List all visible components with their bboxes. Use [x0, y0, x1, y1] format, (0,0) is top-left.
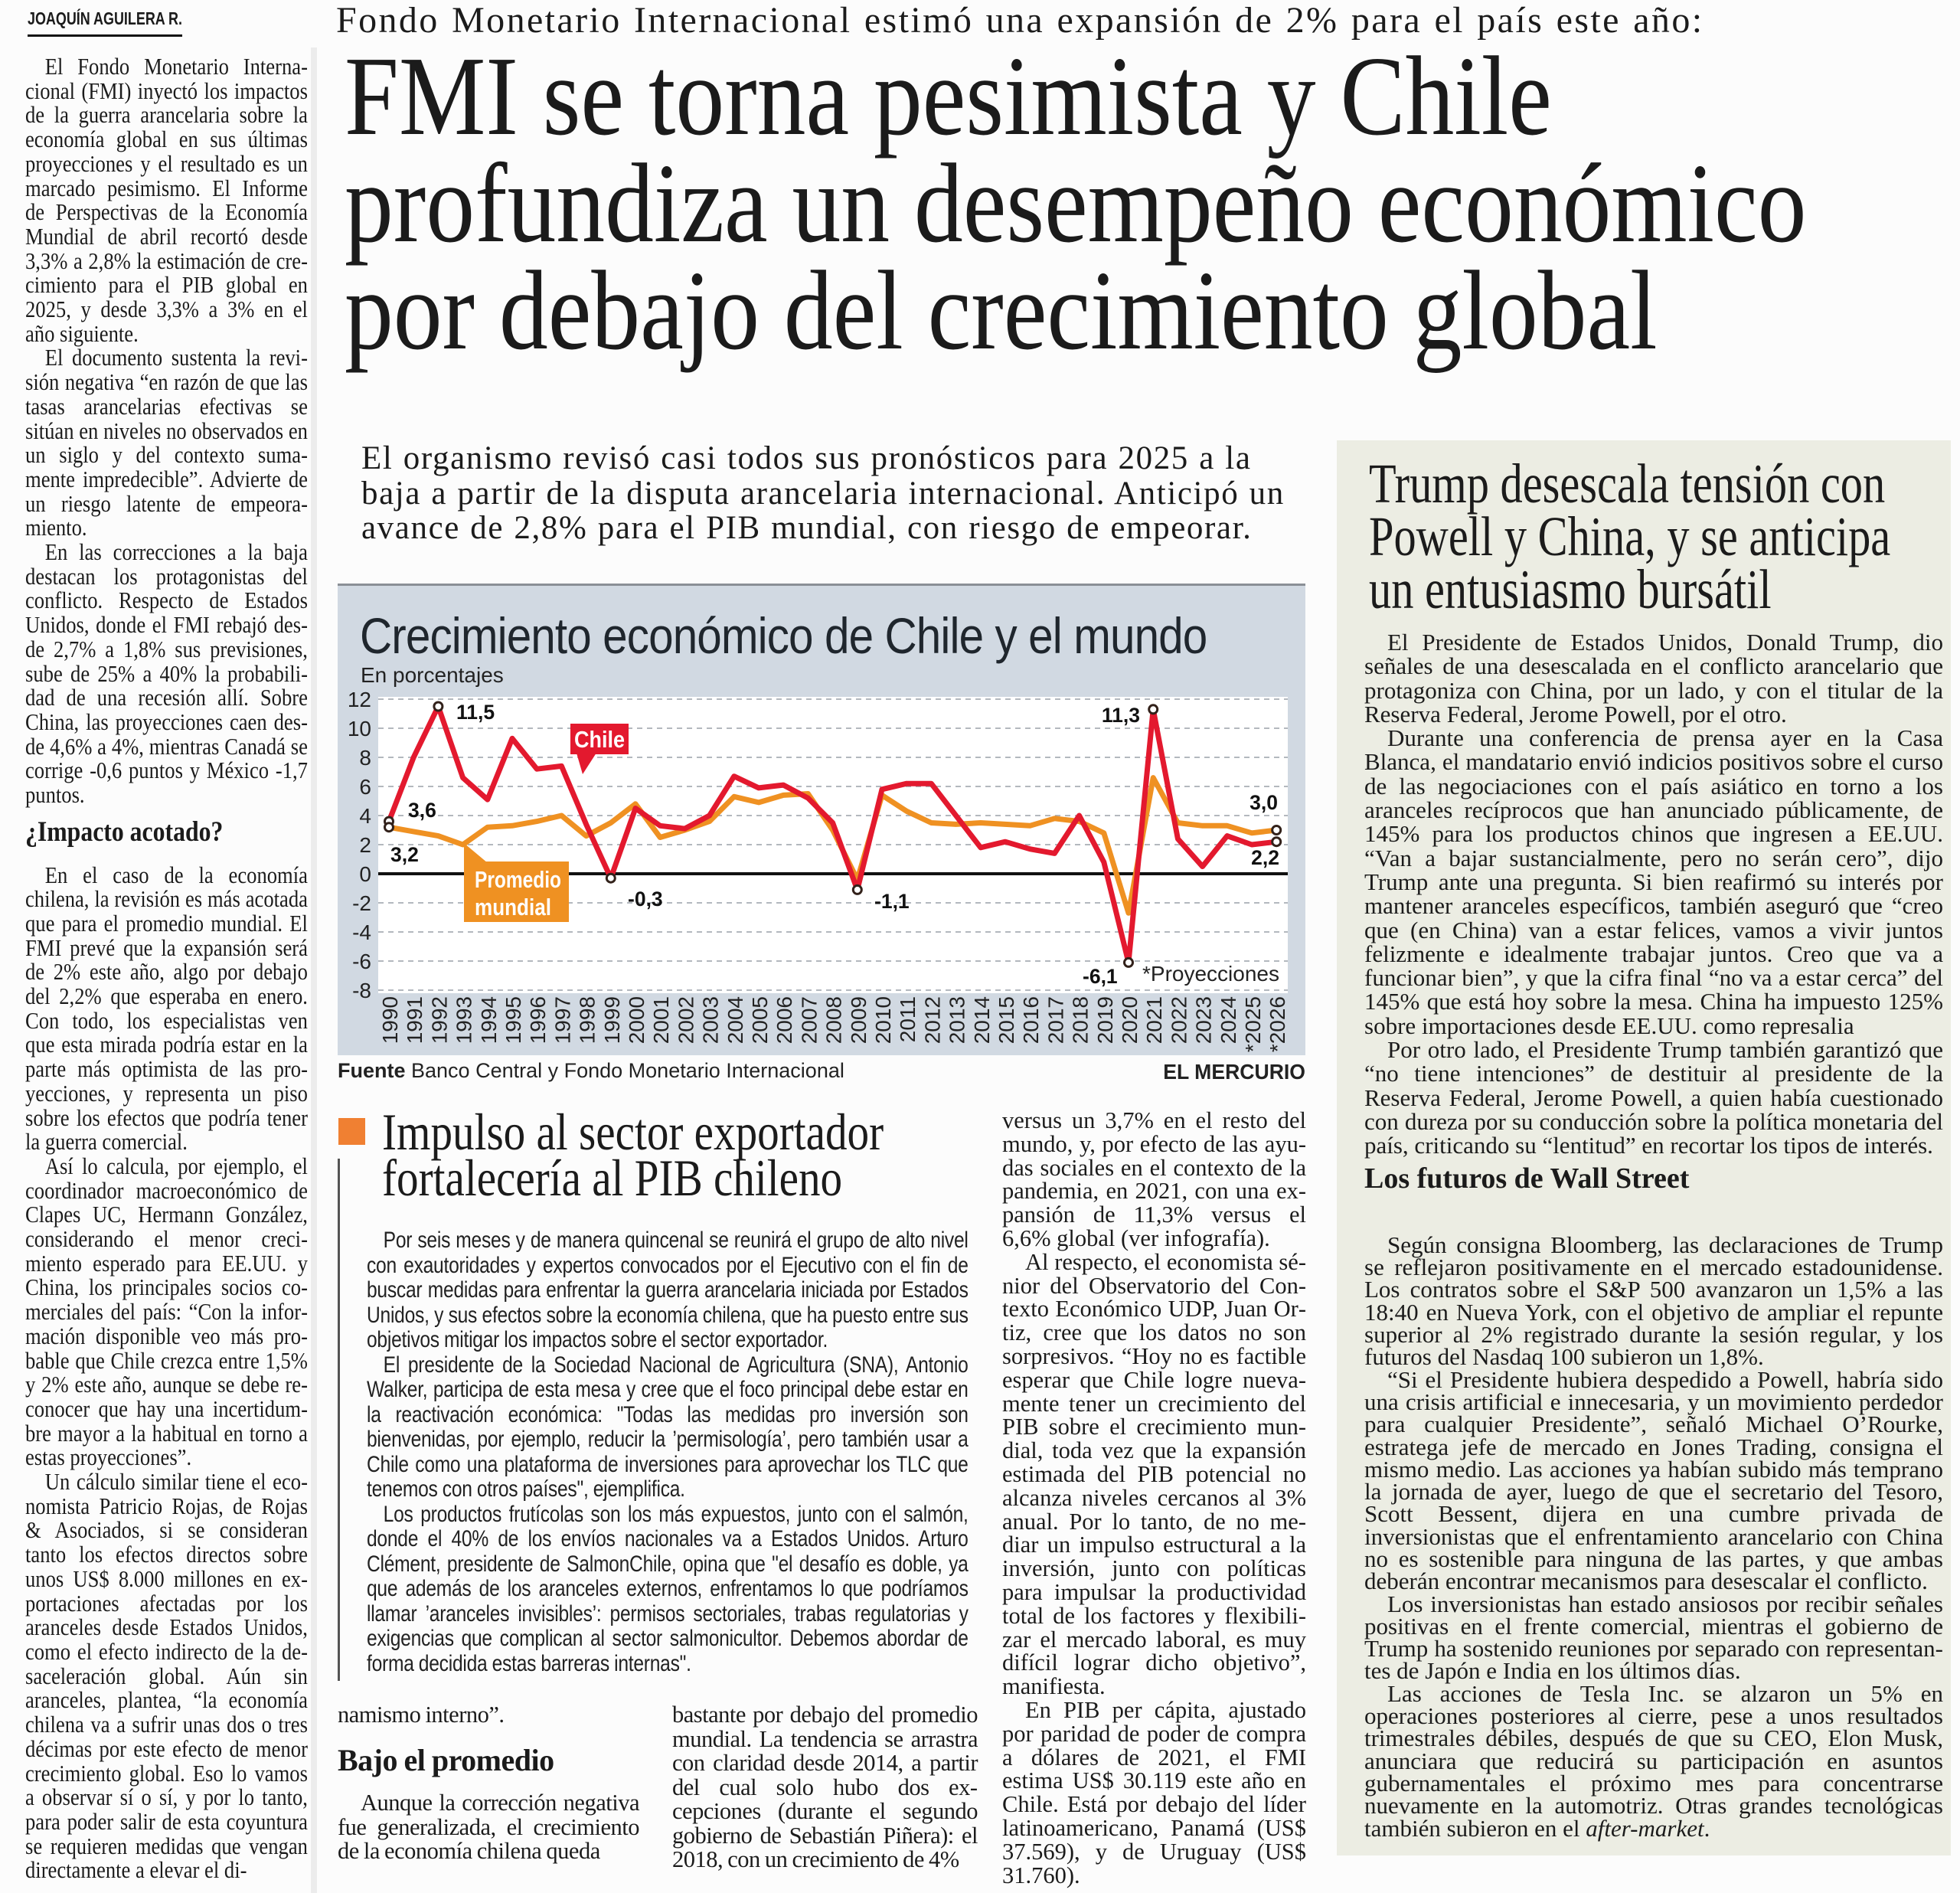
- svg-text:10: 10: [348, 717, 371, 741]
- svg-text:2000: 2000: [625, 996, 648, 1044]
- svg-text:2018: 2018: [1069, 996, 1093, 1044]
- svg-text:-1,1: -1,1: [874, 890, 910, 913]
- svg-text:*Proyecciones: *Proyecciones: [1142, 962, 1279, 986]
- svg-text:2011: 2011: [896, 996, 920, 1042]
- svg-text:Promedio: Promedio: [475, 866, 561, 893]
- svg-text:*2026: *2026: [1266, 996, 1289, 1052]
- svg-text:2020: 2020: [1118, 996, 1142, 1044]
- svg-text:2014: 2014: [970, 996, 994, 1044]
- svg-text:En porcentajes: En porcentajes: [361, 663, 504, 687]
- svg-text:3,6: 3,6: [408, 799, 436, 822]
- svg-text:-6: -6: [352, 950, 371, 973]
- svg-text:-8: -8: [352, 979, 371, 1002]
- svg-text:1990: 1990: [378, 996, 402, 1044]
- svg-text:8: 8: [359, 746, 371, 770]
- svg-text:2012: 2012: [920, 996, 944, 1044]
- svg-text:mundial: mundial: [475, 894, 551, 920]
- svg-text:2005: 2005: [748, 996, 772, 1044]
- svg-text:1999: 1999: [600, 996, 624, 1044]
- svg-text:2019: 2019: [1093, 996, 1117, 1044]
- svg-text:11,3: 11,3: [1102, 704, 1140, 727]
- svg-text:-2: -2: [352, 891, 371, 915]
- svg-text:2015: 2015: [995, 996, 1018, 1044]
- svg-text:2,2: 2,2: [1251, 846, 1279, 869]
- svg-text:2023: 2023: [1192, 996, 1216, 1044]
- svg-text:2016: 2016: [1019, 996, 1043, 1044]
- svg-text:2003: 2003: [699, 996, 723, 1044]
- svg-text:1997: 1997: [550, 996, 574, 1044]
- svg-text:1994: 1994: [477, 996, 501, 1044]
- svg-text:1996: 1996: [526, 996, 550, 1044]
- svg-text:Crecimiento económico de Chile: Crecimiento económico de Chile y el mund…: [360, 609, 1207, 665]
- svg-text:2021: 2021: [1142, 996, 1166, 1044]
- svg-text:11,5: 11,5: [456, 701, 495, 724]
- svg-text:4: 4: [359, 804, 371, 828]
- svg-text:2009: 2009: [847, 996, 871, 1044]
- svg-text:1993: 1993: [452, 996, 476, 1044]
- svg-text:2017: 2017: [1044, 996, 1067, 1044]
- svg-text:*2025: *2025: [1241, 996, 1265, 1052]
- svg-text:-6,1: -6,1: [1083, 965, 1118, 988]
- svg-text:2008: 2008: [822, 996, 846, 1044]
- svg-text:12: 12: [348, 688, 371, 711]
- svg-text:2001: 2001: [649, 996, 673, 1044]
- svg-text:2007: 2007: [797, 996, 821, 1044]
- svg-text:6: 6: [359, 775, 371, 799]
- svg-text:1991: 1991: [403, 996, 426, 1044]
- svg-text:3,0: 3,0: [1250, 791, 1278, 814]
- svg-text:2010: 2010: [871, 996, 895, 1044]
- svg-text:-4: -4: [352, 920, 371, 944]
- svg-text:2006: 2006: [773, 996, 796, 1044]
- svg-text:Chile: Chile: [574, 726, 625, 753]
- svg-text:1992: 1992: [427, 996, 451, 1044]
- svg-text:0: 0: [359, 862, 371, 886]
- svg-text:-0,3: -0,3: [628, 888, 663, 911]
- svg-text:2004: 2004: [724, 996, 747, 1044]
- svg-text:1995: 1995: [501, 996, 525, 1044]
- svg-text:3,2: 3,2: [390, 843, 419, 866]
- svg-text:2: 2: [359, 833, 371, 857]
- svg-text:1998: 1998: [576, 996, 599, 1044]
- svg-text:2024: 2024: [1217, 996, 1240, 1044]
- svg-text:2022: 2022: [1167, 996, 1191, 1044]
- svg-text:2013: 2013: [946, 996, 969, 1044]
- svg-text:2002: 2002: [674, 996, 697, 1044]
